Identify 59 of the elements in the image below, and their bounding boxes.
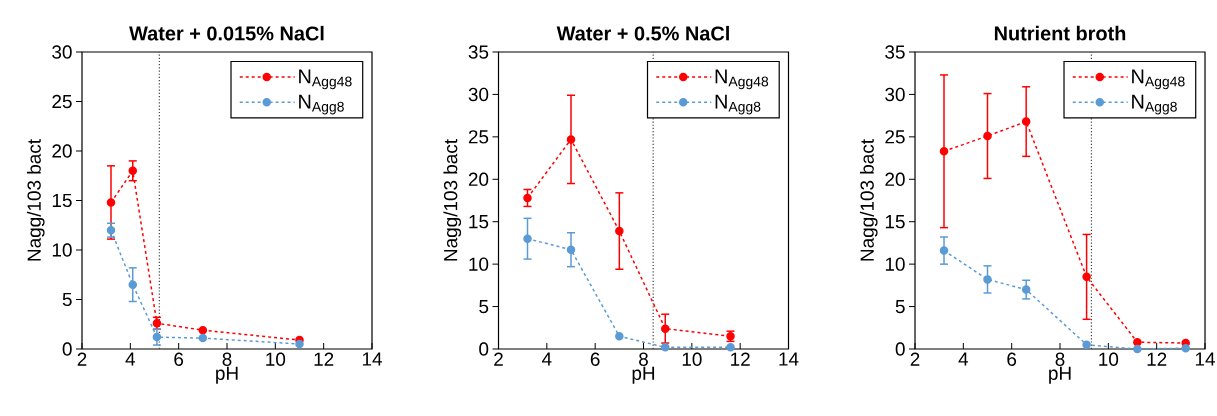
x-tick-label: 4: [125, 352, 136, 366]
x-tick-label: 2: [910, 352, 920, 366]
x-tick-label: 10: [1099, 352, 1119, 366]
x-axis-title: pH: [1049, 366, 1071, 384]
y-tick-label: 35: [885, 45, 905, 59]
x-tick-label: 4: [542, 352, 552, 366]
y-axis-title: Nagg/103 bact: [443, 139, 462, 261]
y-axis-title: Nagg/103 bact: [859, 139, 878, 261]
x-tick-label: 6: [174, 352, 184, 366]
x-axis-title: pH: [216, 366, 238, 384]
legend-label: N$_{Agg48}$: [299, 69, 352, 90]
x-tick-label: 14: [362, 352, 382, 366]
y-tick-label: 15: [469, 215, 489, 229]
x-tick-label: 10: [266, 352, 286, 366]
legend-label: N$_{Agg8}$: [1132, 94, 1177, 115]
y-tick-label: 15: [52, 193, 72, 208]
x-tick-label: 12: [314, 352, 334, 366]
x-tick-label: 4: [958, 352, 969, 366]
x-tick-label: 2: [494, 352, 503, 366]
x-tick-label: 6: [590, 352, 600, 366]
chart-title: Nutrient broth: [994, 25, 1126, 41]
x-tick-label: 10: [682, 352, 702, 366]
y-tick-label: 0: [895, 342, 905, 356]
x-tick-label: 6: [1007, 352, 1017, 366]
x-tick-label: 12: [1147, 352, 1167, 366]
y-tick-label: 5: [62, 292, 72, 307]
y-tick-label: 35: [468, 45, 489, 59]
y-tick-label: 25: [885, 130, 905, 144]
y-tick-label: 30: [885, 87, 905, 102]
y-tick-label: 10: [52, 243, 72, 257]
y-tick-label: 15: [885, 215, 905, 229]
y-tick-label: 0: [479, 342, 489, 356]
y-tick-label: 30: [468, 87, 489, 102]
y-tick-label: 10: [885, 257, 905, 271]
y-tick-label: 5: [895, 299, 905, 314]
x-tick-label: 2: [77, 352, 87, 366]
y-tick-label: 20: [468, 172, 489, 186]
legend-label: N$_{Agg48}$: [1132, 69, 1185, 90]
x-tick-label: 14: [779, 352, 799, 366]
x-tick-label: 8: [222, 352, 232, 366]
legend-label: N$_{Agg8}$: [299, 94, 344, 115]
y-tick-label: 20: [52, 144, 72, 158]
x-tick-label: 12: [731, 352, 750, 366]
chart-title: Water + 0.5% NaCl: [556, 25, 729, 41]
chart-title: Water + 0.015% NaCl: [129, 25, 324, 41]
legend-label: N$_{Agg8}$: [715, 94, 761, 115]
y-tick-label: 30: [52, 45, 72, 59]
y-tick-label: 25: [52, 94, 72, 109]
legend-label: N$_{Agg48}$: [715, 69, 769, 90]
y-tick-label: 0: [62, 342, 72, 356]
x-tick-label: 8: [1055, 352, 1065, 366]
y-tick-label: 10: [469, 257, 489, 271]
x-axis-title: pH: [632, 366, 655, 384]
x-tick-label: 8: [639, 352, 648, 366]
y-tick-label: 20: [885, 172, 905, 186]
x-tick-label: 14: [1195, 352, 1215, 366]
y-tick-label: 5: [479, 299, 489, 314]
y-tick-label: 25: [468, 130, 489, 144]
y-axis-title: Nagg/103 bact: [26, 139, 45, 261]
